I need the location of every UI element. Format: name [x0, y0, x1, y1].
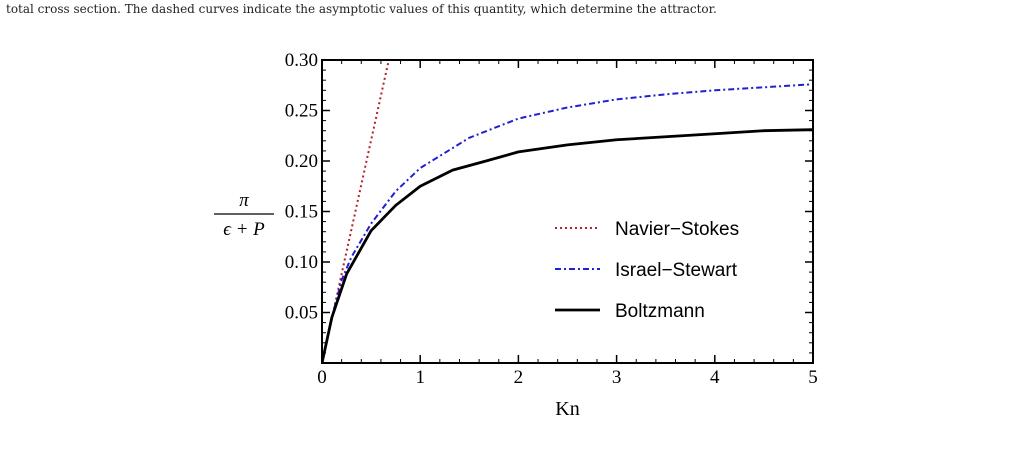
- y-tick-label: 0.05: [285, 303, 318, 324]
- x-tick-label: 5: [808, 367, 818, 388]
- figure-caption: total cross section. The dashed curves i…: [6, 2, 717, 16]
- series-line-israel-stewart: [322, 83, 813, 363]
- y-tick-label: 0.25: [285, 101, 318, 122]
- series-line-boltzmann: [322, 128, 813, 363]
- x-axis-label: Kn: [555, 398, 579, 420]
- x-tick-label: 4: [710, 367, 720, 388]
- legend: Navier−Stokes Israel−Stewart Boltzmann: [555, 219, 739, 322]
- plot-frame: [321, 59, 814, 364]
- y-tick-label: 0.30: [285, 50, 318, 71]
- y-tick-label: 0.15: [285, 202, 318, 223]
- x-tick-label: 2: [514, 367, 524, 388]
- x-tick-label: 0: [317, 367, 327, 388]
- y-tick-label: 0.10: [285, 252, 318, 273]
- series-layer: [322, 60, 813, 363]
- legend-label: Israel−Stewart: [615, 260, 738, 281]
- x-tick-label: 3: [612, 367, 622, 388]
- legend-label: Boltzmann: [615, 301, 705, 322]
- legend-label: Navier−Stokes: [615, 219, 739, 240]
- y-tick-label: 0.20: [285, 151, 318, 172]
- y-axis-label-denominator: ϵ + P: [223, 219, 265, 240]
- y-axis-label-numerator: π: [239, 190, 249, 211]
- x-tick-label: 1: [415, 367, 425, 388]
